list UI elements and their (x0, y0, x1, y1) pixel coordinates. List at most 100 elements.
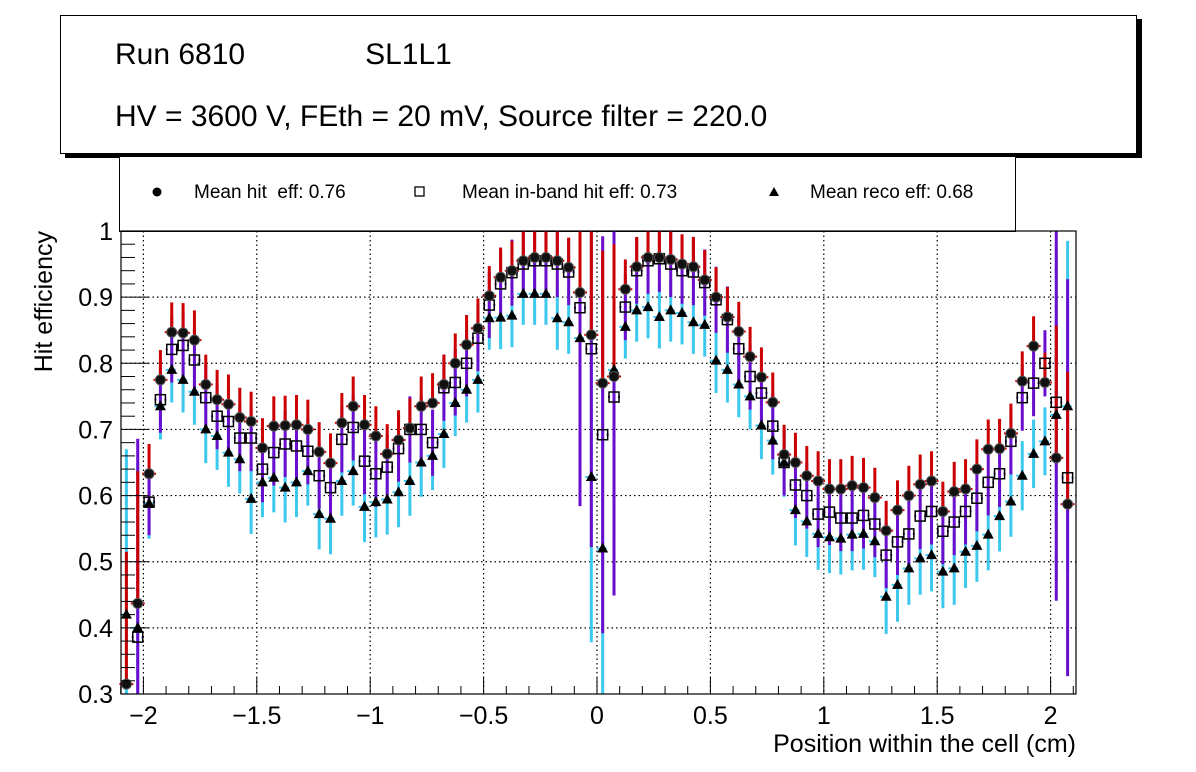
hit-eff-point (404, 422, 416, 434)
hit-eff-point (744, 351, 756, 363)
hit-eff-point (631, 261, 643, 273)
hit-eff-point (563, 261, 575, 273)
x-axis-title: Position within the cell (cm) (773, 730, 1076, 758)
reco-eff-point (166, 363, 178, 374)
reco-eff-point (563, 316, 575, 327)
hit-eff-point (710, 291, 722, 303)
hit-eff-point (483, 290, 495, 302)
reco-eff-point (551, 312, 563, 323)
reco-eff-point (188, 385, 200, 396)
reco-eff-point (1028, 447, 1040, 458)
inband-eff-point (336, 433, 348, 446)
inband-eff-point (914, 510, 926, 522)
inband-eff-point (188, 354, 201, 366)
reco-eff-point (733, 378, 745, 389)
inband-eff-point (971, 492, 983, 504)
inband-eff-point (733, 342, 745, 355)
hit-eff-point (256, 442, 268, 454)
hit-eff-point (846, 480, 858, 492)
hit-eff-point (733, 326, 745, 338)
reco-eff-point (268, 471, 280, 482)
hit-eff-point (325, 457, 337, 469)
inband-eff-point (891, 536, 904, 548)
reco-eff-point (506, 309, 518, 320)
hit-eff-point (302, 423, 314, 435)
hit-eff-point (359, 419, 371, 431)
inband-eff-point (268, 446, 280, 459)
hit-eff-point (529, 251, 541, 263)
reco-eff-point (302, 465, 314, 476)
reco-eff-point (256, 476, 268, 487)
reco-eff-point (1039, 435, 1051, 446)
reco-eff-point (393, 486, 405, 497)
hit-eff-point (880, 525, 892, 537)
inband-eff-point (982, 476, 994, 489)
reco-eff-point (381, 493, 393, 504)
hit-eff-point (449, 357, 461, 369)
reco-eff-point (812, 527, 824, 538)
inband-eff-point (166, 343, 178, 356)
hit-eff-point (506, 265, 518, 277)
hit-eff-point (823, 483, 835, 495)
inband-eff-point (256, 463, 269, 475)
x-tick-label: −0.5 (459, 702, 508, 730)
inband-eff-point (358, 455, 371, 467)
hit-eff-point (517, 255, 529, 267)
y-tick-label: 0.4 (78, 615, 113, 643)
reco-eff-point (755, 419, 767, 430)
reco-eff-point (608, 363, 620, 374)
inband-eff-point (460, 357, 473, 370)
hit-eff-point (892, 504, 904, 516)
hit-eff-point (982, 443, 994, 455)
y-tick-label: 0.7 (78, 416, 113, 444)
inband-eff-point (381, 461, 393, 473)
legend-item-reco-eff: Mean reco eff: 0.68 (810, 182, 974, 203)
hit-eff-point (1062, 498, 1074, 510)
plot-frame (120, 230, 1077, 695)
y-tick-label: 0.8 (78, 350, 113, 378)
x-tick-label: 1 (817, 702, 831, 730)
x-tick-label: −1 (356, 702, 385, 730)
title-line-1: Run 6810 SL1L1 (115, 38, 452, 72)
hit-eff-point (143, 468, 155, 480)
hit-eff-point (665, 253, 677, 265)
hit-eff-point (574, 287, 586, 299)
legend: Mean hit eff: 0.76 Mean in-band hit eff:… (119, 157, 1016, 232)
hit-eff-point (1028, 340, 1040, 352)
inband-eff-point (993, 467, 1006, 480)
reco-eff-point (778, 456, 790, 467)
legend-item-hit-eff: Mean hit eff: 0.76 (194, 182, 346, 203)
reco-eff-point (869, 535, 881, 546)
x-tick-label: 0.5 (693, 702, 728, 730)
hit-eff-point (994, 443, 1006, 455)
hit-eff-point (495, 271, 507, 283)
hit-eff-point (1039, 376, 1051, 388)
reco-eff-point (767, 434, 779, 445)
inband-eff-point (574, 301, 586, 314)
reco-eff-point (427, 449, 439, 460)
hit-eff-point (200, 378, 212, 390)
reco-eff-point (483, 312, 495, 323)
hit-eff-point (801, 470, 813, 482)
inband-eff-point (619, 301, 632, 313)
reco-eff-point (1050, 408, 1062, 419)
inband-eff-point (835, 512, 847, 524)
x-tick-label: 1.5 (920, 702, 955, 730)
reco-eff-point (245, 492, 257, 503)
inband-eff-point (290, 440, 303, 452)
reco-eff-point (642, 301, 654, 312)
hit-eff-point (370, 430, 382, 442)
inband-eff-point (415, 423, 427, 436)
hit-eff-point (960, 483, 972, 495)
reco-eff-point (903, 562, 915, 573)
reco-eff-point (823, 531, 835, 542)
reco-eff-point (200, 423, 212, 434)
hit-eff-point (619, 283, 631, 295)
reco-eff-point (744, 390, 756, 401)
reco-eff-point (359, 500, 371, 511)
x-tick-label: −2 (129, 702, 158, 730)
y-tick-label: 0.3 (78, 681, 113, 709)
hit-eff-point (653, 251, 665, 263)
inband-eff-point (767, 420, 779, 432)
inband-eff-point (823, 506, 836, 518)
